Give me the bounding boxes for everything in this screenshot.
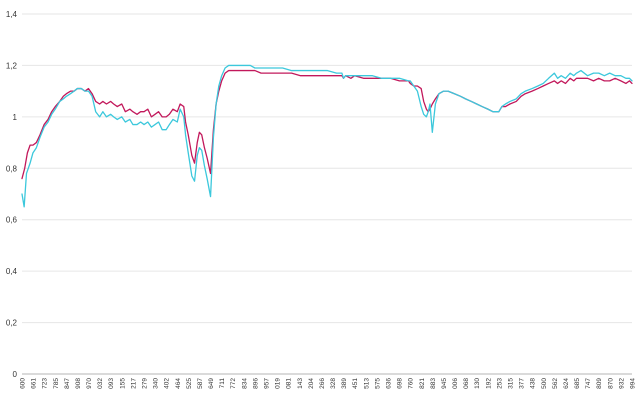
y-tick-labels: 0 0,2 0,4 0,6 0,8 1 1,2 1,4 — [6, 10, 18, 379]
x-tick-label: 438 — [530, 378, 537, 389]
x-tick-label: 130 — [474, 378, 481, 389]
y-tick-label: 0 — [13, 370, 18, 379]
x-tick-label: 500 — [541, 378, 548, 389]
x-tick-label: 451 — [352, 378, 359, 389]
x-tick-label: 932 — [618, 378, 625, 389]
x-tick-label: 896 — [252, 378, 259, 389]
x-tick-label: 698 — [397, 378, 404, 389]
x-tick-label: 513 — [363, 378, 370, 389]
x-tick-label: 834 — [241, 378, 248, 389]
x-tick-label: 266 — [319, 378, 326, 389]
series-line-2 — [21, 64, 633, 208]
x-tick-label: 402 — [164, 378, 171, 389]
x-tick-label: 279 — [142, 378, 149, 389]
x-tick-label: 821 — [419, 378, 426, 389]
x-tick-label: 883 — [430, 378, 437, 389]
series-layer — [21, 64, 633, 208]
x-tick-label: 575 — [374, 378, 381, 389]
x-tick-label: 661 — [31, 378, 38, 389]
y-tick-label: 1,4 — [6, 10, 18, 19]
x-tick-label: 192 — [485, 378, 492, 389]
x-tick-label: 093 — [108, 378, 115, 389]
x-tick-label: 636 — [386, 378, 393, 389]
x-tick-label: 143 — [297, 378, 304, 389]
x-tick-labels: 600 661 723 785 847 908 970 032 093 155 217 279 340 4… — [20, 378, 637, 389]
x-tick-label: 204 — [308, 378, 315, 389]
x-tick-label: 624 — [563, 378, 570, 389]
grid-layer — [22, 13, 632, 324]
x-tick-label: 760 — [408, 378, 415, 389]
x-tick-label: 068 — [463, 378, 470, 389]
x-tick-label: 328 — [330, 378, 337, 389]
x-tick-label: 809 — [596, 378, 603, 389]
x-tick-label: 315 — [508, 378, 515, 389]
y-tick-label: 0,2 — [6, 319, 18, 328]
x-tick-label: 464 — [175, 378, 182, 389]
x-tick-label: 032 — [97, 378, 104, 389]
x-tick-label: 019 — [275, 378, 282, 389]
x-tick-label: 006 — [452, 378, 459, 389]
x-tick-label: 340 — [153, 378, 160, 389]
y-tick-label: 1 — [13, 113, 18, 122]
y-tick-label: 0,4 — [6, 267, 18, 276]
y-tick-label: 0,6 — [6, 216, 18, 225]
x-tick-label: 785 — [53, 378, 60, 389]
x-tick-label: 723 — [42, 378, 49, 389]
x-tick-label: 389 — [341, 378, 348, 389]
y-tick-label: 0,8 — [6, 164, 18, 173]
x-tick-label: 155 — [119, 378, 126, 389]
x-tick-label: 562 — [552, 378, 559, 389]
x-tick-label: 945 — [441, 378, 448, 389]
x-tick-label: 600 — [20, 378, 27, 389]
x-tick-label: 711 — [219, 378, 226, 389]
x-tick-label: 081 — [286, 378, 293, 389]
x-tick-label: 772 — [230, 378, 237, 389]
x-tick-label: 747 — [585, 378, 592, 389]
x-tick-label: 847 — [64, 378, 71, 389]
x-tick-label: 377 — [519, 378, 526, 389]
x-tick-label: 908 — [75, 378, 82, 389]
x-tick-label: 587 — [197, 378, 204, 389]
x-tick-label: 994 — [630, 378, 637, 389]
x-tick-label: 525 — [186, 378, 193, 389]
x-tick-label: 217 — [130, 378, 137, 389]
x-tick-label: 957 — [264, 378, 271, 389]
x-tick-label: 685 — [574, 378, 581, 389]
x-tick-label: 253 — [496, 378, 503, 389]
x-tick-label: 970 — [86, 378, 93, 389]
x-tick-label: 649 — [208, 378, 215, 389]
y-tick-label: 1,2 — [6, 61, 18, 70]
series-line-1 — [21, 69, 633, 180]
x-tick-label: 870 — [607, 378, 614, 389]
